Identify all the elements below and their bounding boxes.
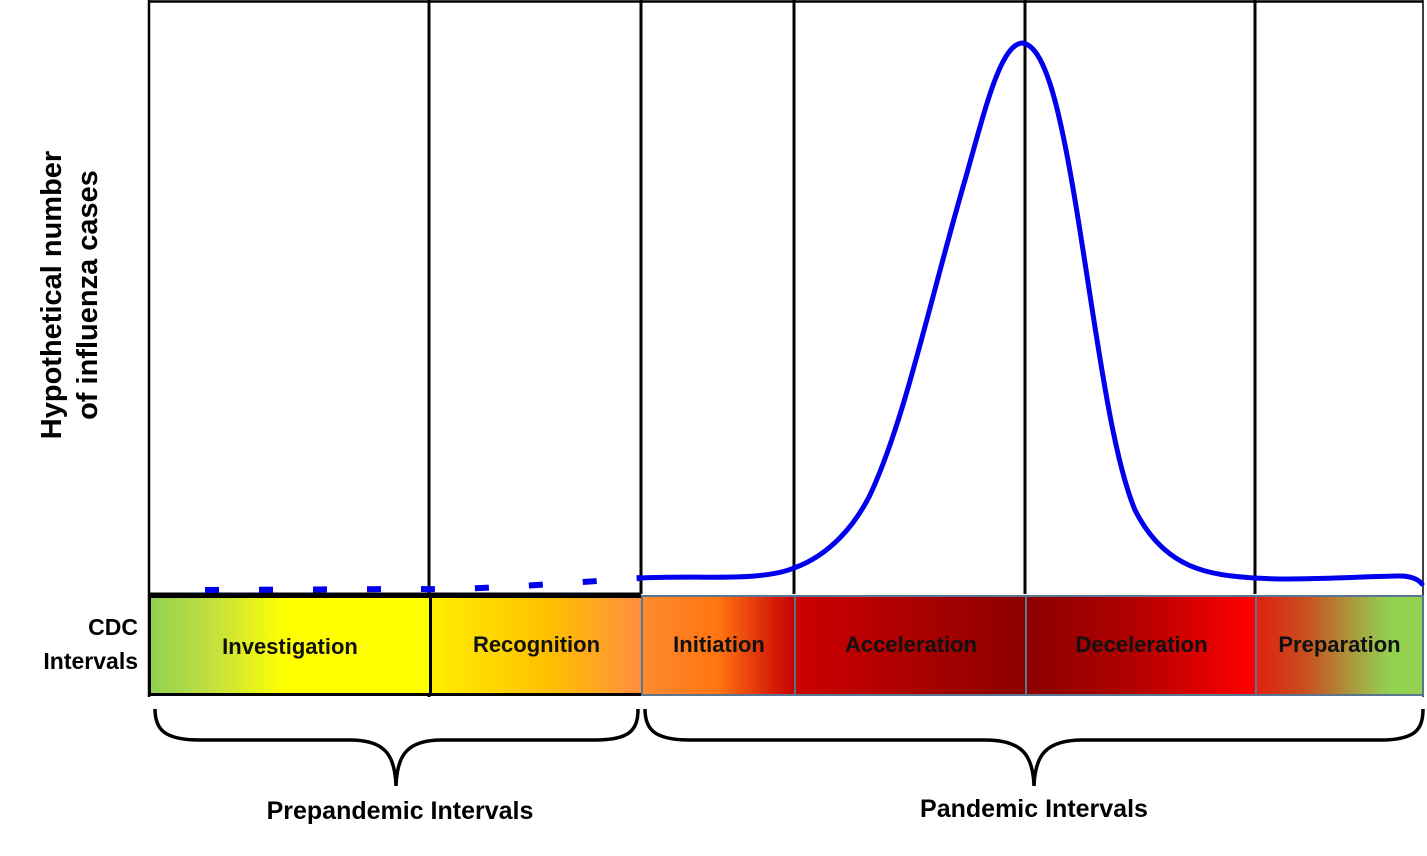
interval-preparation: Preparation [1255,595,1424,696]
interval-initiation: Initiation [641,595,795,696]
y-axis-label-line2: of influenza cases [72,170,104,420]
interval-label: Initiation [673,631,765,657]
interval-deceleration: Deceleration [1025,595,1256,696]
interval-investigation: Investigation [149,595,429,696]
interval-dividers [427,0,1257,697]
interval-acceleration: Acceleration [794,595,1026,696]
prepandemic-curve-dashed [204,575,642,593]
y-axis-label: Hypothetical number of influenza cases [0,0,140,590]
pandemic-intervals-label: Pandemic Intervals [920,795,1148,823]
y-axis-label-line1: Hypothetical number [36,150,68,440]
prepandemic-intervals-label: Prepandemic Intervals [266,797,534,825]
plot-frame [147,0,1424,697]
cdc-label-line1: CDC [88,614,138,640]
interval-label: Acceleration [844,631,978,657]
prepandemic-brace [153,708,640,787]
cdc-intervals-label: CDC Intervals [10,610,138,678]
interval-recognition: Recognition [429,595,641,696]
interval-label: Preparation [1278,631,1401,657]
pandemic-curve [638,40,1425,587]
cdc-label-line2: Intervals [43,648,138,674]
interval-label: Recognition [472,631,601,657]
pandemic-brace [643,708,1425,787]
interval-label: Deceleration [1075,631,1208,657]
interval-label: Investigation [222,633,358,659]
